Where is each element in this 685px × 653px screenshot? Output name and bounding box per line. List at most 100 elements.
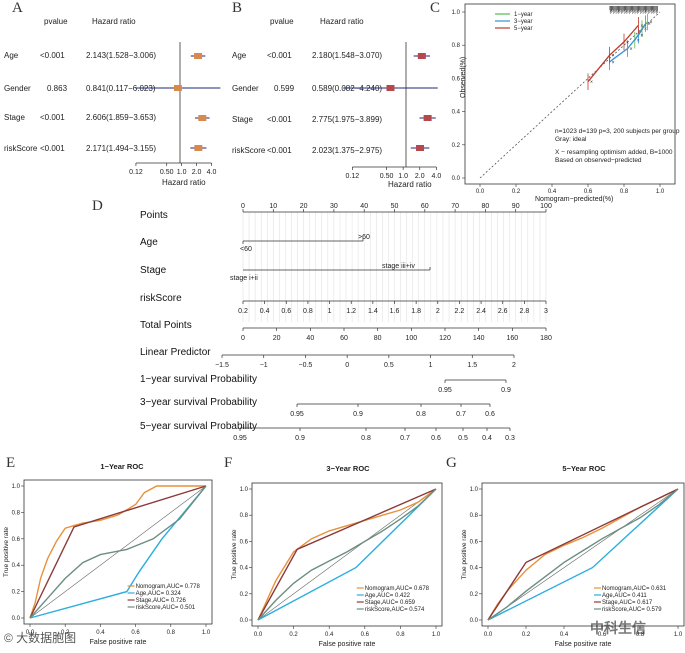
forest-estimate-box bbox=[194, 53, 203, 59]
nomogram-row-label: 1−year survival Probability bbox=[140, 374, 257, 385]
roc-x-tick-label: 1.0 bbox=[432, 632, 441, 638]
forest-a-row-hr: 2.606(1.859−3.653) bbox=[86, 113, 157, 122]
forest-tick-label: 1.0 bbox=[398, 173, 408, 180]
nomogram-linear-predictor-tick-label: 0 bbox=[345, 362, 349, 369]
forest-a-row-hr: 2.143(1.528−3.006) bbox=[86, 51, 157, 60]
roc-legend-label: riskScore,AUC= 0.579 bbox=[602, 607, 662, 613]
calibration-x-marker: × bbox=[612, 60, 615, 66]
nomogram-points-tick-label: 30 bbox=[330, 203, 338, 210]
roc-y-tick-label: 0.2 bbox=[240, 592, 249, 598]
panel-label-b: B bbox=[232, 0, 243, 16]
calibration-x-marker: × bbox=[590, 80, 593, 86]
roc-legend-label: Nomogram,AUC= 0.631 bbox=[602, 586, 667, 592]
roc-diagonal bbox=[487, 488, 679, 621]
nomogram-row-label: 3−year survival Probability bbox=[140, 397, 257, 408]
forest-b-row-p: <0.001 bbox=[267, 51, 292, 60]
watermark-left: © 大数据胞图 bbox=[4, 631, 77, 645]
forest-a-row-p: <0.001 bbox=[40, 51, 65, 60]
nomogram-riskscore-tick-label: 1.6 bbox=[390, 308, 400, 315]
nomogram-row-label: Age bbox=[140, 237, 158, 248]
roc-y-tick-label: 0.4 bbox=[240, 566, 249, 572]
roc-xlabel: False positive rate bbox=[90, 639, 147, 646]
roc-x-tick-label: 1.0 bbox=[674, 632, 683, 638]
roc-series-line bbox=[487, 488, 679, 621]
roc-x-tick-label: 0.8 bbox=[636, 632, 645, 638]
nomogram-points-tick-label: 90 bbox=[512, 203, 520, 210]
forest-b-row-hr: 2.023(1.375−2.975) bbox=[312, 146, 383, 155]
roc-legend-label: Stage,AUC= 0.617 bbox=[602, 600, 653, 606]
calibration-note: n=1023 d=139 p=3, 200 subjects per group bbox=[555, 128, 680, 135]
roc-frame bbox=[481, 482, 685, 627]
roc-y-tick-label: 1.0 bbox=[12, 484, 21, 490]
calibration-y-tick-label: 0.4 bbox=[452, 110, 461, 116]
forest-b-pvalue-header: pvalue bbox=[270, 17, 294, 26]
roc-legend-label: Nomogram,AUC= 0.778 bbox=[136, 584, 201, 590]
nomogram-stage-level: stage i+ii bbox=[230, 275, 258, 282]
panel-label-d: D bbox=[92, 198, 103, 214]
calibration-note: Based on observed−predicted bbox=[555, 157, 642, 164]
roc-y-tick-label: 0.6 bbox=[12, 537, 21, 543]
nomogram-points-tick-label: 100 bbox=[540, 203, 552, 210]
calibration-legend-label: 5−year bbox=[514, 26, 533, 32]
nomogram-linear-predictor-tick-label: 0.5 bbox=[384, 362, 394, 369]
roc-y-tick-label: 0.6 bbox=[240, 539, 249, 545]
roc-xlabel: False positive rate bbox=[555, 641, 612, 648]
nomogram-riskscore-tick-label: 2.4 bbox=[476, 308, 486, 315]
calibration-ideal-line bbox=[479, 11, 661, 179]
roc-y-tick-label: 0.6 bbox=[470, 539, 479, 545]
forest-estimate-box bbox=[194, 145, 203, 151]
nomogram-row-label: 5−year survival Probability bbox=[140, 421, 257, 432]
panel-label-a: A bbox=[12, 0, 23, 16]
nomogram-points-tick-label: 20 bbox=[300, 203, 308, 210]
nomogram-row-label: Linear Predictor bbox=[140, 347, 211, 358]
forest-tick-label: 2.0 bbox=[192, 169, 202, 176]
nomogram-riskscore-tick-label: 2.8 bbox=[519, 308, 529, 315]
roc-x-tick-label: 0.4 bbox=[560, 632, 569, 638]
forest-b-xlabel: Hazard ratio bbox=[388, 180, 432, 189]
forest-b-row-name: riskScore bbox=[232, 146, 266, 155]
calibration-curve bbox=[609, 23, 647, 63]
roc-series-line bbox=[29, 485, 207, 619]
forest-a-row-p: <0.001 bbox=[40, 144, 65, 153]
nomogram-riskscore-tick-label: 0.2 bbox=[238, 308, 248, 315]
roc-x-tick-label: 0.4 bbox=[96, 630, 105, 636]
nomogram-riskscore-tick-label: 1.2 bbox=[346, 308, 356, 315]
forest-a-row-name: riskScore bbox=[4, 144, 38, 153]
roc-x-tick-label: 0.0 bbox=[484, 632, 493, 638]
forest-tick-label: 0.12 bbox=[129, 169, 143, 176]
forest-b-row-p: <0.001 bbox=[267, 146, 292, 155]
roc-y-tick-label: 0.0 bbox=[240, 618, 249, 624]
calibration-xlabel: Nomogram−predicted(%) bbox=[535, 196, 614, 203]
roc-legend-label: Nomogram,AUC= 0.678 bbox=[365, 586, 430, 592]
calibration-x-marker: × bbox=[630, 47, 633, 53]
roc-legend-label: Stage,AUC= 0.726 bbox=[136, 598, 187, 604]
nomogram-riskscore-tick-label: 1.8 bbox=[411, 308, 421, 315]
forest-a-xlabel: Hazard ratio bbox=[162, 178, 206, 187]
roc-y-tick-label: 0.0 bbox=[12, 616, 21, 622]
calibration-x-tick-label: 0.4 bbox=[548, 189, 557, 195]
nomogram-riskscore-tick-label: 0.8 bbox=[303, 308, 313, 315]
nomogram-1yr-tick-label: 0.95 bbox=[438, 387, 452, 394]
roc-ylabel: True positive rate bbox=[461, 529, 468, 579]
calibration-note: Gray: ideal bbox=[555, 136, 587, 143]
roc-x-tick-label: 0.0 bbox=[26, 630, 35, 636]
forest-tick-label: 0.50 bbox=[380, 173, 394, 180]
calibration-x-tick-label: 0.8 bbox=[620, 189, 629, 195]
roc-ylabel: True positive rate bbox=[231, 529, 238, 579]
nomogram-total-points-tick-label: 140 bbox=[473, 335, 485, 342]
roc-y-tick-label: 0.8 bbox=[12, 510, 21, 516]
watermark-right: 中科生信 bbox=[590, 620, 646, 636]
forest-b-row-p: <0.001 bbox=[267, 115, 292, 124]
nomogram-row-label: Points bbox=[140, 210, 168, 221]
roc-y-tick-label: 0.8 bbox=[240, 513, 249, 519]
roc-series-line bbox=[29, 485, 206, 619]
calibration-y-tick-label: 0.2 bbox=[452, 143, 461, 149]
roc-y-tick-label: 0.8 bbox=[470, 513, 479, 519]
forest-tick-label: 1.0 bbox=[177, 169, 187, 176]
nomogram-points-tick-label: 10 bbox=[269, 203, 277, 210]
nomogram-total-points-tick-label: 20 bbox=[273, 335, 281, 342]
forest-estimate-box bbox=[416, 145, 425, 151]
nomogram-total-points-tick-label: 100 bbox=[405, 335, 417, 342]
nomogram-points-tick-label: 60 bbox=[421, 203, 429, 210]
roc-x-tick-label: 1.0 bbox=[202, 630, 211, 636]
